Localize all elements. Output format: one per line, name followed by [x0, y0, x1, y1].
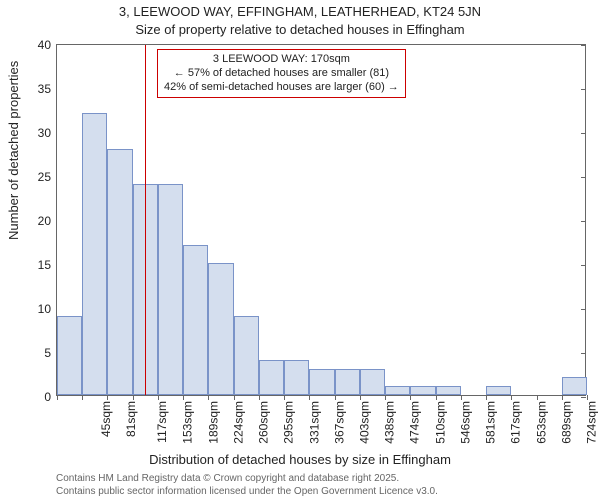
x-tick-mark — [234, 395, 235, 400]
y-tick-label: 20 — [38, 214, 51, 228]
histogram-bar — [309, 369, 334, 395]
histogram-bar — [486, 386, 511, 395]
y-tick-label: 40 — [38, 38, 51, 52]
callout-line: 3 LEEWOOD WAY: 170sqm — [164, 53, 399, 67]
y-tick-label: 10 — [38, 302, 51, 316]
attribution: Contains HM Land Registry data © Crown c… — [56, 472, 438, 498]
x-axis-label: Distribution of detached houses by size … — [0, 452, 600, 467]
x-tick-mark — [133, 395, 134, 400]
x-tick-mark — [309, 395, 310, 400]
y-tick-mark — [581, 397, 586, 398]
histogram-bar — [82, 113, 107, 395]
x-tick-label: 438sqm — [383, 401, 397, 444]
x-tick-mark — [436, 395, 437, 400]
histogram-bar — [259, 360, 284, 395]
y-tick-mark — [581, 265, 586, 266]
y-tick-mark — [581, 221, 586, 222]
histogram-bar — [57, 316, 82, 395]
histogram-bar — [284, 360, 309, 395]
x-tick-label: 617sqm — [509, 401, 523, 444]
y-tick-mark — [581, 309, 586, 310]
x-tick-label: 367sqm — [332, 401, 346, 444]
x-tick-label: 81sqm — [124, 401, 138, 437]
x-tick-mark — [360, 395, 361, 400]
callout-box: 3 LEEWOOD WAY: 170sqm← 57% of detached h… — [157, 49, 406, 98]
histogram-bar — [436, 386, 461, 395]
attribution-line1: Contains HM Land Registry data © Crown c… — [56, 472, 438, 485]
callout-line: ← 57% of detached houses are smaller (81… — [164, 67, 399, 81]
x-tick-label: 653sqm — [534, 401, 548, 444]
y-tick-mark — [581, 133, 586, 134]
x-tick-label: 260sqm — [257, 401, 271, 444]
x-tick-mark — [385, 395, 386, 400]
y-tick-mark — [581, 89, 586, 90]
x-tick-mark — [284, 395, 285, 400]
x-tick-label: 510sqm — [433, 401, 447, 444]
histogram-bar — [335, 369, 360, 395]
histogram-bar — [208, 263, 233, 395]
x-tick-label: 224sqm — [232, 401, 246, 444]
y-tick-label: 35 — [38, 82, 51, 96]
x-tick-label: 403sqm — [358, 401, 372, 444]
chart-title-line2: Size of property relative to detached ho… — [0, 22, 600, 37]
histogram-bar — [183, 245, 208, 395]
x-tick-mark — [511, 395, 512, 400]
x-tick-label: 546sqm — [459, 401, 473, 444]
y-tick-mark — [581, 45, 586, 46]
x-tick-mark — [335, 395, 336, 400]
x-tick-label: 189sqm — [206, 401, 220, 444]
x-tick-label: 117sqm — [155, 401, 169, 443]
x-tick-mark — [259, 395, 260, 400]
x-tick-mark — [158, 395, 159, 400]
y-tick-label: 5 — [44, 346, 51, 360]
x-tick-mark — [461, 395, 462, 400]
chart-container: 3, LEEWOOD WAY, EFFINGHAM, LEATHERHEAD, … — [0, 0, 600, 500]
histogram-bar — [360, 369, 385, 395]
x-tick-label: 689sqm — [560, 401, 574, 444]
x-tick-label: 153sqm — [181, 401, 195, 444]
x-tick-mark — [410, 395, 411, 400]
x-tick-mark — [486, 395, 487, 400]
histogram-bar — [410, 386, 435, 395]
y-tick-mark — [581, 353, 586, 354]
x-tick-mark — [208, 395, 209, 400]
x-tick-label: 724sqm — [585, 401, 599, 444]
y-tick-label: 30 — [38, 126, 51, 140]
histogram-bar — [562, 377, 587, 395]
histogram-bar — [385, 386, 410, 395]
histogram-bar — [107, 149, 132, 395]
x-tick-mark — [82, 395, 83, 400]
callout-line: 42% of semi-detached houses are larger (… — [164, 81, 399, 95]
y-tick-mark — [581, 177, 586, 178]
x-tick-label: 331sqm — [307, 401, 321, 444]
y-axis-label: Number of detached properties — [6, 61, 21, 240]
x-tick-mark — [537, 395, 538, 400]
y-tick-label: 25 — [38, 170, 51, 184]
x-tick-mark — [562, 395, 563, 400]
y-tick-label: 0 — [44, 390, 51, 404]
chart-title-line1: 3, LEEWOOD WAY, EFFINGHAM, LEATHERHEAD, … — [0, 4, 600, 19]
x-tick-mark — [183, 395, 184, 400]
attribution-line2: Contains public sector information licen… — [56, 485, 438, 498]
x-tick-label: 295sqm — [282, 401, 296, 444]
histogram-bar — [234, 316, 259, 395]
x-tick-label: 474sqm — [408, 401, 422, 444]
x-tick-label: 45sqm — [99, 401, 113, 437]
x-tick-mark — [57, 395, 58, 400]
property-marker-line — [145, 45, 146, 395]
histogram-bar — [158, 184, 183, 395]
y-tick-label: 15 — [38, 258, 51, 272]
x-tick-mark — [107, 395, 108, 400]
plot-area: 051015202530354045sqm81sqm117sqm153sqm18… — [56, 44, 586, 396]
x-tick-label: 581sqm — [484, 401, 498, 444]
x-tick-mark — [587, 395, 588, 400]
